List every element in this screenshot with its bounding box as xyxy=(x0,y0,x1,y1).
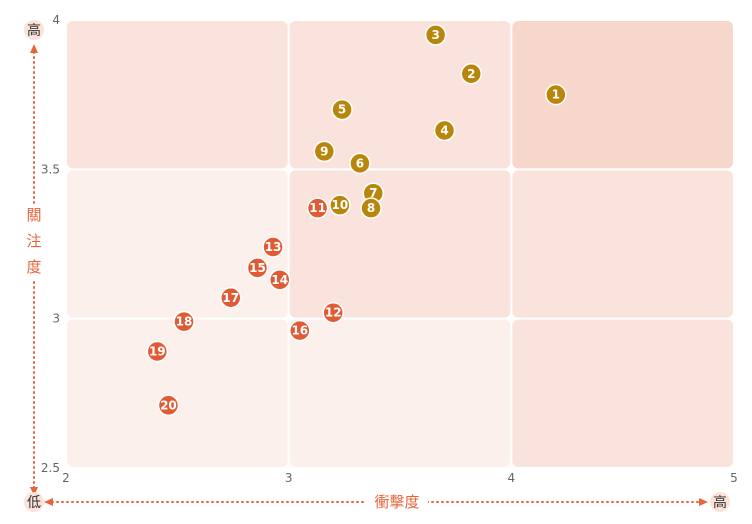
x-arrow-tail xyxy=(44,498,53,506)
matrix-zone xyxy=(67,319,288,467)
data-point-marker[interactable] xyxy=(331,98,353,121)
data-point-marker[interactable] xyxy=(289,319,311,342)
matrix-zone xyxy=(289,170,511,318)
data-point-label: 16 xyxy=(291,324,308,338)
x-tick-label: 3 xyxy=(285,471,293,485)
data-point-marker[interactable] xyxy=(306,197,329,219)
data-point-marker[interactable] xyxy=(433,119,456,142)
data-point-label: 9 xyxy=(320,144,328,158)
data-point[interactable]: 15 xyxy=(246,257,269,279)
x-tick-label: 4 xyxy=(508,471,516,485)
data-point-marker[interactable] xyxy=(329,194,351,216)
x-arrow-head xyxy=(699,498,708,506)
data-point-label: 17 xyxy=(222,291,239,305)
data-point[interactable]: 10 xyxy=(329,194,351,216)
x-low-label: 低 xyxy=(27,495,41,511)
x-high-label: 高 xyxy=(713,494,727,511)
y-axis-name-char: 度 xyxy=(26,258,41,276)
data-point-label: 18 xyxy=(176,315,193,329)
data-point-marker[interactable] xyxy=(246,257,269,279)
matrix-zone xyxy=(289,319,511,467)
data-point-marker[interactable] xyxy=(173,310,195,333)
x-high-badge xyxy=(710,492,730,512)
matrix-zone xyxy=(512,21,733,169)
data-point[interactable]: 11 xyxy=(306,197,329,219)
data-point-label: 2 xyxy=(467,67,475,81)
data-point[interactable]: 3 xyxy=(424,24,447,46)
data-point[interactable]: 2 xyxy=(460,63,483,85)
data-point-marker[interactable] xyxy=(146,340,169,363)
x-tick-label: 5 xyxy=(730,471,738,485)
data-point-marker[interactable] xyxy=(545,83,567,106)
y-high-badge xyxy=(24,20,44,40)
data-point-label: 7 xyxy=(369,186,377,200)
y-tick-label: 2.5 xyxy=(41,461,60,475)
data-point-label: 20 xyxy=(160,398,177,412)
tick-labels: 2 3 4 5 2.5 3 3.5 4 xyxy=(41,13,738,485)
data-point[interactable]: 8 xyxy=(360,197,382,219)
data-point[interactable]: 5 xyxy=(331,98,353,121)
data-point[interactable]: 19 xyxy=(146,340,169,363)
matrix-zone xyxy=(67,170,288,318)
data-point-label: 10 xyxy=(332,198,349,212)
y-axis-name-bg xyxy=(22,204,46,280)
x-low-badge xyxy=(24,492,44,512)
y-axis-name-char: 關 xyxy=(26,206,41,224)
y-arrow-head xyxy=(30,44,38,53)
data-point[interactable]: 20 xyxy=(157,394,180,417)
data-point[interactable]: 16 xyxy=(289,319,311,342)
data-point-marker[interactable] xyxy=(460,63,483,85)
data-point-label: 14 xyxy=(271,273,288,287)
x-tick-label: 2 xyxy=(62,471,70,485)
data-point-marker[interactable] xyxy=(322,301,344,324)
data-point-marker[interactable] xyxy=(157,394,180,417)
y-axis-name-char: 注 xyxy=(26,232,41,250)
data-point[interactable]: 14 xyxy=(269,269,291,291)
data-point-marker[interactable] xyxy=(220,287,242,309)
data-point-label: 13 xyxy=(265,240,282,254)
x-axis-name-bg xyxy=(366,492,428,512)
y-tick-label: 4 xyxy=(52,13,60,27)
data-point[interactable]: 1 xyxy=(545,83,567,106)
data-point[interactable]: 9 xyxy=(313,140,336,163)
matrix-zone xyxy=(512,319,733,467)
data-point[interactable]: 6 xyxy=(349,152,371,175)
data-point[interactable]: 12 xyxy=(322,301,344,324)
data-point-marker[interactable] xyxy=(269,269,291,291)
data-point-label: 11 xyxy=(309,201,326,215)
data-point-label: 1 xyxy=(552,88,560,102)
data-point[interactable]: 13 xyxy=(262,236,284,258)
y-arrow-tail xyxy=(30,487,38,496)
matrix-zone xyxy=(67,21,288,169)
data-point[interactable]: 17 xyxy=(220,287,242,309)
data-point-label: 8 xyxy=(367,201,375,215)
data-point-marker[interactable] xyxy=(349,152,371,175)
data-point-label: 12 xyxy=(325,306,342,320)
matrix-zone xyxy=(512,170,733,318)
data-point-marker[interactable] xyxy=(313,140,336,163)
y-tick-label: 3 xyxy=(52,312,60,326)
x-axis-name: 衝擊度 xyxy=(374,493,419,511)
data-point-label: 5 xyxy=(338,103,346,117)
data-point-marker[interactable] xyxy=(262,236,284,258)
data-point-marker[interactable] xyxy=(360,197,382,219)
data-point-label: 4 xyxy=(440,124,448,138)
data-point[interactable]: 4 xyxy=(433,119,456,142)
data-point-marker[interactable] xyxy=(424,24,447,46)
data-point[interactable]: 18 xyxy=(173,310,195,333)
data-point-label: 3 xyxy=(431,28,439,42)
matrix-zones xyxy=(67,21,733,467)
y-high-label: 高 xyxy=(27,22,41,39)
data-point-label: 6 xyxy=(356,156,364,170)
y-axis-name: 關注度 xyxy=(26,206,41,276)
data-point-label: 15 xyxy=(249,261,266,275)
data-point-label: 19 xyxy=(149,345,166,359)
y-tick-label: 3.5 xyxy=(41,162,60,176)
